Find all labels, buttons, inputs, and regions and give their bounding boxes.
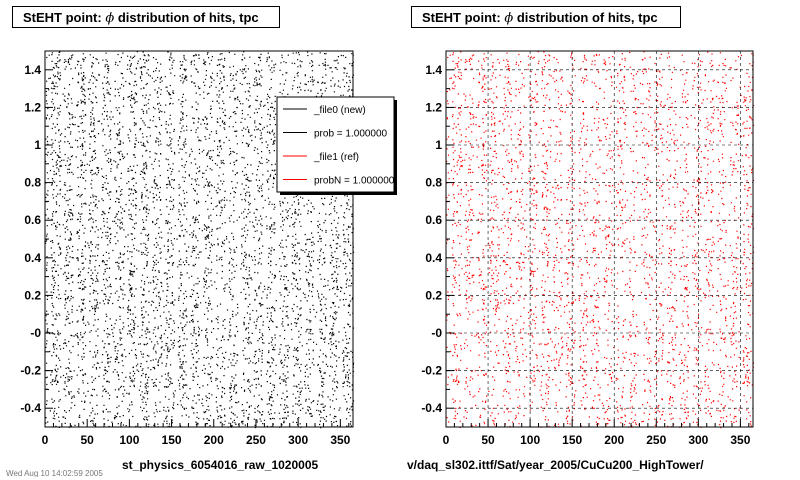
x-tick-label: 50 [481, 433, 495, 447]
x-tick-label: 250 [646, 433, 666, 447]
y-tick-label: 0.6 [425, 213, 442, 227]
y-tick-label: 1.2 [425, 100, 442, 114]
x-tick-label: 150 [162, 433, 182, 447]
legend-label-0: _file0 (new) [313, 105, 366, 116]
plot-title-right: StEHT point: ϕ distribution of hits, tpc [411, 6, 681, 28]
y-tick-label: -0.2 [421, 364, 442, 378]
legend-label-1: prob = 1.000000 [314, 129, 388, 140]
x-tick-label: 350 [730, 433, 750, 447]
y-tick-label: -0.4 [20, 401, 41, 415]
y-tick-label: 0.2 [24, 288, 41, 302]
plot-panel-1: 0 50 100 150 200 250 300 350 -0.4 -0.2 -0 0.2 0.4 0.6… [421, 50, 755, 447]
legend-label-2: _file1 (ref) [313, 152, 359, 163]
plot-title-right-prefix: StEHT point: [422, 10, 501, 25]
phi-symbol: ϕ [105, 11, 115, 26]
y-tick-label: 0.8 [24, 176, 41, 190]
plot-title-left-suffix: distribution of hits, tpc [117, 10, 259, 25]
x-tick-label: 50 [81, 433, 95, 447]
x-tick-label: 250 [246, 433, 266, 447]
legend-box: _file0 (new) prob = 1.000000 _file1 (ref) p… [276, 96, 397, 195]
plot-panel-0: 0 50 100 150 200 250 300 350 -0.4 -0.2 -0 0.2 0.4 0.6… [20, 50, 355, 447]
y-tick-label: 1 [34, 138, 41, 152]
x-tick-label: 300 [288, 433, 308, 447]
y-tick-label: 0.6 [24, 213, 41, 227]
y-tick-label: -0 [431, 326, 442, 340]
y-tick-label: 0.8 [425, 176, 442, 190]
y-tick-label: 0.4 [425, 251, 442, 265]
x-tick-label: 200 [604, 433, 624, 447]
y-tick-label: 0.4 [24, 251, 41, 265]
y-tick-label: -0.4 [421, 401, 442, 415]
phi-symbol: ϕ [504, 11, 514, 26]
x-tick-label: 0 [443, 433, 450, 447]
y-tick-label: 1 [435, 138, 442, 152]
x-tick-label: 100 [520, 433, 540, 447]
x-tick-label: 300 [688, 433, 708, 447]
hit-points-ref [446, 51, 755, 429]
legend-label-3: probN = 1.000000 [314, 176, 395, 187]
phi-distribution-plots: 0 50 100 150 200 250 300 350-0.4-0.2-00.20.40.6… [20, 50, 755, 447]
y-tick-label: -0 [30, 326, 41, 340]
x-tick-label: 350 [330, 433, 350, 447]
y-tick-label: 1.4 [24, 63, 41, 77]
y-tick-label: 1.2 [24, 100, 41, 114]
x-tick-label: 100 [119, 433, 139, 447]
y-tick-label: 0.2 [425, 288, 442, 302]
footer-left-text: st_physics_6054016_raw_1020005 [122, 458, 319, 472]
date-stamp: Wed Aug 10 14:02:59 2005 [6, 469, 103, 477]
x-tick-label: 0 [42, 433, 49, 447]
legend-frame [276, 96, 395, 193]
plot-title-left-prefix: StEHT point: [23, 10, 102, 25]
footer-right-text: v/daq_sl302.ittf/Sat/year_2005/CuCu200_H… [407, 458, 704, 472]
x-tick-label: 200 [204, 433, 224, 447]
y-tick-label: 1.4 [425, 63, 442, 77]
x-tick-label: 150 [562, 433, 582, 447]
plot-title-left: StEHT point: ϕ distribution of hits, tpc [12, 6, 280, 28]
y-tick-label: -0.2 [20, 364, 41, 378]
plot-title-right-suffix: distribution of hits, tpc [516, 10, 658, 25]
